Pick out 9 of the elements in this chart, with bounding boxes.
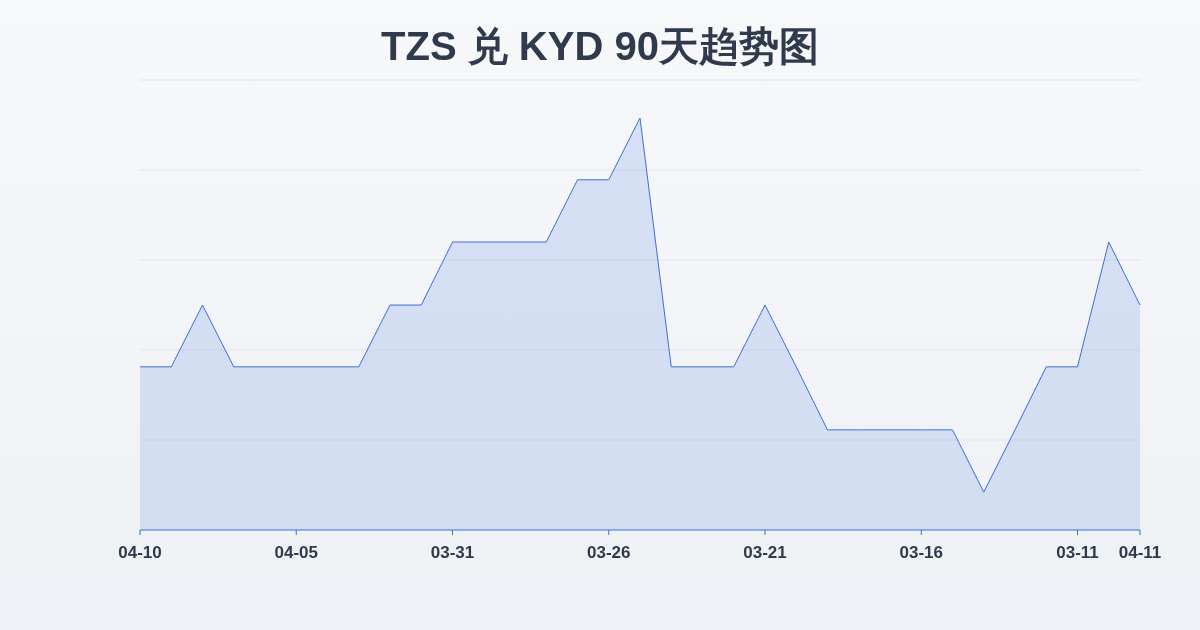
x-tick-label: 04-11	[1118, 543, 1162, 562]
x-tick-label: 04-05	[274, 543, 318, 562]
x-tick-label: 03-31	[430, 543, 475, 562]
x-tick-label: 04-10	[118, 543, 162, 562]
x-tick-label: 03-11	[1056, 543, 1099, 562]
title: TZS 兑 KYD 90天趋势图	[381, 24, 819, 68]
x-tick-label: 03-26	[587, 543, 631, 562]
x-tick-label: 03-16	[899, 543, 943, 562]
x-tick-label: 03-21	[743, 543, 787, 562]
